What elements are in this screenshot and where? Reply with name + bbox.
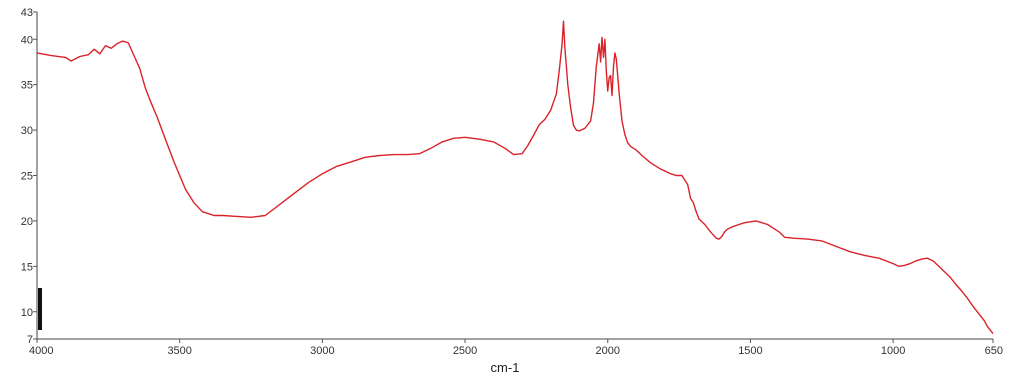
x-axis-label: cm-1 <box>491 360 520 375</box>
y-tick-label: 30 <box>21 125 33 137</box>
x-axis-ticks: 4000 3500 3000 2500 2000 1500 1000 650 <box>29 339 1003 357</box>
y-tick-label: 35 <box>21 80 33 92</box>
x-tick-label: 3000 <box>310 345 334 357</box>
y-tick-label: 7 <box>27 334 33 346</box>
x-tick-label: 2000 <box>596 345 620 357</box>
x-tick-label: 650 <box>985 345 1003 357</box>
y-tick-label: 43 <box>21 7 33 19</box>
y-tick-label: 25 <box>21 171 33 183</box>
x-tick-label: 2500 <box>453 345 477 357</box>
y-tick-label: 40 <box>21 34 33 46</box>
y-tick-label: 15 <box>21 261 33 273</box>
x-tick-label: 3500 <box>167 345 191 357</box>
x-tick-label: 1000 <box>881 345 905 357</box>
x-tick-label: 4000 <box>29 345 53 357</box>
y-tick-label: 20 <box>21 216 33 228</box>
y-axis-ticks: 7 10 15 20 25 30 35 40 43 <box>21 7 37 346</box>
y-tick-label: 10 <box>21 307 33 319</box>
marker-bar <box>38 288 42 330</box>
spectrum-line <box>36 20 994 335</box>
series-group <box>36 20 994 335</box>
x-tick-label: 1500 <box>738 345 762 357</box>
